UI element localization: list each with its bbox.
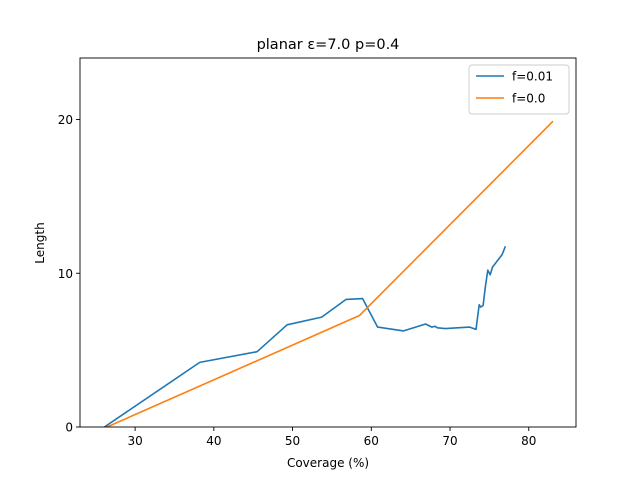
x-axis-ticks: 30 40 50 60 70 80 <box>127 427 536 448</box>
legend: f=0.01 f=0.0 <box>468 64 570 115</box>
y-tick-label: 0 <box>65 421 73 435</box>
x-tick-label: 40 <box>206 434 221 448</box>
x-tick-label: 30 <box>127 434 142 448</box>
y-axis-ticks: 0 10 20 <box>58 113 80 435</box>
x-axis-label: Coverage (%) <box>287 456 369 470</box>
legend-label-f-0-0: f=0.0 <box>512 92 545 106</box>
legend-label-f-0-01: f=0.01 <box>512 70 553 84</box>
series-line-1 <box>105 120 554 427</box>
y-tick-label: 20 <box>58 113 73 127</box>
x-tick-label: 70 <box>442 434 457 448</box>
x-tick-label: 50 <box>285 434 300 448</box>
x-tick-label: 80 <box>521 434 536 448</box>
series-line-0 <box>103 246 507 427</box>
y-tick-label: 10 <box>58 267 73 281</box>
legend-box <box>468 64 570 115</box>
x-tick-label: 60 <box>364 434 379 448</box>
plot-frame <box>79 57 577 428</box>
y-axis-label: Length <box>33 222 47 263</box>
chart-title: planar ε=7.0 p=0.4 <box>257 37 400 53</box>
series-layer <box>103 120 554 427</box>
